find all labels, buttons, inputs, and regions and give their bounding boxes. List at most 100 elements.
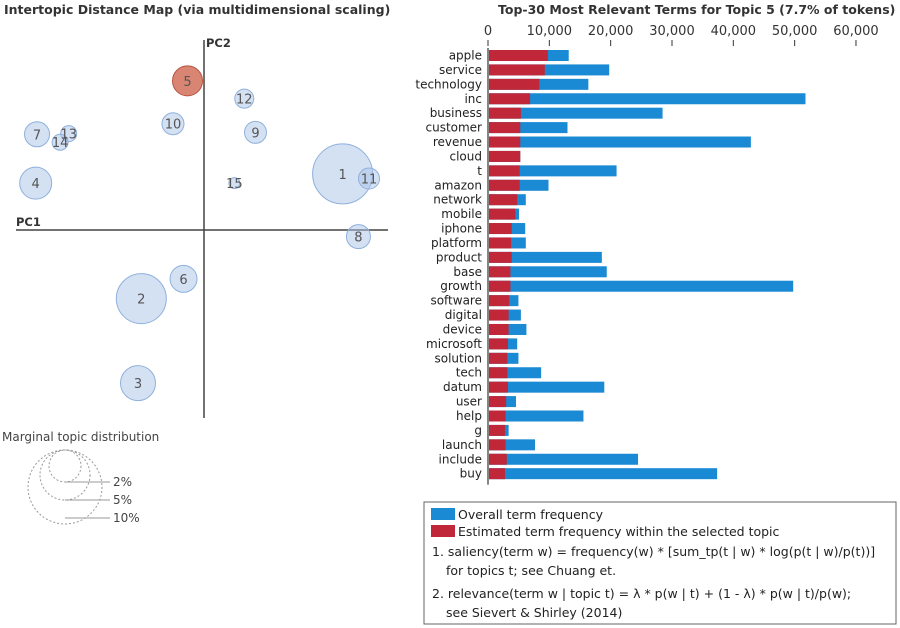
topic-label-11: 11 [361,173,378,188]
term-label[interactable]: datum [443,380,482,394]
bar-topic-platform[interactable] [489,237,512,249]
bar-topic-service[interactable] [489,64,545,76]
term-label[interactable]: buy [460,467,482,481]
bar-topic-cloud[interactable] [489,150,521,162]
bar-topic-t[interactable] [489,165,520,177]
term-label[interactable]: cloud [450,149,483,163]
term-label[interactable]: t [477,164,482,178]
term-label[interactable]: apple [449,49,482,63]
bar-topic-digital[interactable] [489,309,509,321]
topic-circle-11[interactable] [358,167,380,190]
term-label[interactable]: technology [415,77,482,91]
bar-topic-tech[interactable] [489,367,508,379]
term-label[interactable]: inc [464,92,482,106]
term-label[interactable]: g [474,423,482,437]
term-label[interactable]: tech [456,366,482,380]
term-label[interactable]: software [430,294,482,308]
bar-overall-help[interactable] [489,410,584,422]
bar-overall-launch[interactable] [489,439,535,451]
topic-circle-4[interactable] [19,166,53,200]
term-label[interactable]: digital [445,308,482,322]
term-label[interactable]: platform [431,236,482,250]
bar-topic-help[interactable] [489,410,506,422]
topic-label-8: 8 [354,231,362,246]
term-label[interactable]: base [453,265,482,279]
bar-topic-launch[interactable] [489,439,506,451]
term-label[interactable]: device [443,322,482,336]
topic-label-5: 5 [183,75,191,90]
term-label[interactable]: revenue [433,135,482,149]
bar-topic-revenue[interactable] [489,136,521,148]
bar-term-labels: appleservicetechnologyincbusinesscustome… [415,49,482,481]
bar-topic-mobile[interactable] [489,208,516,220]
bar-topic-amazon[interactable] [489,179,520,191]
term-label[interactable]: include [439,452,482,466]
bar-overall-customer[interactable] [489,122,568,134]
bar-overall-business[interactable] [489,107,663,119]
bar-topic-include[interactable] [489,453,507,465]
topic-circle-8[interactable] [345,224,371,250]
bar-topic-software[interactable] [489,295,510,307]
topic-circle-12[interactable] [234,88,255,109]
term-label[interactable]: mobile [441,207,482,221]
bar-topic-customer[interactable] [489,122,521,134]
topic-circle-14[interactable] [51,133,69,151]
bar-topic-apple[interactable] [489,50,548,61]
term-label[interactable]: microsoft [426,337,482,351]
bar-overall-growth[interactable] [489,280,794,292]
topic-circle-6[interactable] [169,264,198,293]
term-label[interactable]: launch [442,438,482,452]
bar-topic-inc[interactable] [489,93,531,105]
topic-label-9: 9 [251,126,259,141]
topic-label-3: 3 [134,377,142,392]
topic-circle-10[interactable] [161,112,185,136]
bar-topic-iphone[interactable] [489,223,512,235]
term-label[interactable]: solution [434,351,482,365]
relevance-note-line1: 2. relevance(term w | topic t) = λ * p(w… [432,586,851,601]
bar-overall-service[interactable] [489,64,610,76]
bar-topic-buy[interactable] [489,468,505,480]
topic-circle-9[interactable] [243,120,267,144]
bar-overall-inc[interactable] [489,93,806,105]
bar-topic-datum[interactable] [489,381,509,393]
term-label[interactable]: product [436,250,482,264]
bar-topic-business[interactable] [489,107,521,119]
bar-overall-tech[interactable] [489,367,542,379]
topic-circle-2[interactable] [115,273,167,325]
x-tick-label: 30,000 [649,24,695,39]
term-label[interactable]: customer [425,121,482,135]
relevance-note-line2: see Sievert & Shirley (2014) [446,605,622,620]
bar-overall-include[interactable] [489,453,639,465]
term-label[interactable]: help [456,409,482,423]
bar-topic-product[interactable] [489,251,512,263]
term-label[interactable]: growth [440,279,482,293]
x-tick-label: 50,000 [772,24,818,39]
bar-overall-base[interactable] [489,266,607,278]
term-label[interactable]: user [456,395,482,409]
term-label[interactable]: amazon [434,178,482,192]
bar-topic-base[interactable] [489,266,511,278]
topic-circle-3[interactable] [120,365,156,402]
bar-topic-technology[interactable] [489,78,540,90]
topic-circle-7[interactable] [24,121,51,148]
term-label[interactable]: iphone [441,222,482,236]
bar-overall-product[interactable] [489,251,602,263]
term-label[interactable]: network [433,193,482,207]
bar-topic-user[interactable] [489,396,507,408]
topic-circle-15[interactable] [228,177,241,190]
bar-topic-microsoft[interactable] [489,338,509,350]
bar-overall-revenue[interactable] [489,136,751,148]
term-label[interactable]: business [430,106,482,120]
topic-circle-5[interactable] [172,65,203,97]
bar-topic-device[interactable] [489,323,509,335]
x-tick-label: 20,000 [588,24,634,39]
term-label[interactable]: service [439,63,482,77]
bar-topic-network[interactable] [489,194,518,206]
bar-topic-g[interactable] [489,424,505,436]
bar-topic-solution[interactable] [489,352,508,364]
bar-overall-t[interactable] [489,165,617,177]
x-tick-label: 0 [484,24,492,39]
bar-overall-datum[interactable] [489,381,605,393]
bar-topic-growth[interactable] [489,280,511,292]
bar-overall-buy[interactable] [489,468,718,480]
